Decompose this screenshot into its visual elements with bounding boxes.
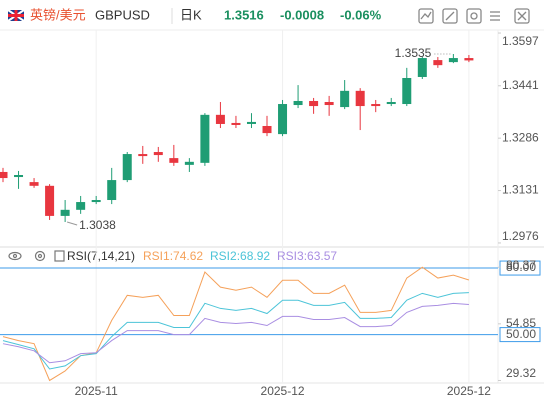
candle-body [355,90,365,107]
candle-body [184,161,194,165]
candle-body [371,104,381,107]
legend-separator: : [170,249,173,263]
eye-icon [12,253,18,259]
symbol: GBPUSD [95,7,150,22]
plot: 1.2976 1.3131 1.3286 1.3441 1.3597 2025-11 202… [0,30,541,398]
eye-icon[interactable] [8,251,22,261]
change-percent: -0.06% [340,7,382,22]
candle-body [293,100,303,106]
indicator-icons [8,250,65,262]
legend-value: 68.92 [240,249,270,263]
candle-body [122,154,132,181]
candle-body [433,60,443,66]
candle-body [262,125,272,134]
x-tick-label: 2025-12 [261,384,305,398]
y-tick-label: 1.3441 [502,78,539,92]
candle-body [76,202,86,210]
tool-icon[interactable] [466,8,482,24]
candle-body [169,158,179,163]
y-tick-label: 1.3131 [502,183,539,197]
legend-value: 63.57 [307,249,337,263]
candle-body [91,200,101,203]
y-tick-label: 80.37 [506,258,536,272]
y-tick-label: 1.3286 [502,130,539,144]
candle-body [107,180,117,201]
candle-body [417,58,427,77]
tool-icon[interactable] [418,8,434,24]
legend-separator: : [237,249,240,263]
candle-body [153,152,163,156]
candle-body [386,101,396,105]
candle-body [278,104,288,135]
candle-body [402,77,412,105]
candle-body [200,114,210,163]
expand-icon[interactable] [514,8,530,24]
reference-label: 80.00 [506,260,536,274]
flag-icon [7,9,25,22]
legend-name: RSI3 [277,249,304,263]
pair-name: 英镑/美元 [30,7,86,22]
legend-entry: RSI3:63.57 [277,249,337,263]
period[interactable]: 日K [180,7,202,22]
rsi-line [2,302,469,364]
y-tick-label: 54.85 [506,316,536,330]
price: 1.3516 [224,7,264,22]
candle-body [324,101,334,106]
y-tick-label: 1.3597 [502,34,539,48]
candle-body [29,182,39,186]
toolbar [418,8,530,24]
y-tick-label: 1.2976 [502,229,539,243]
candle-body [448,58,458,63]
reference-label-box [499,260,541,276]
reference-label-box [499,327,541,343]
reference-label: 50.00 [506,327,536,341]
change: -0.0008 [280,7,324,22]
y-tick-label: 29.32 [506,366,536,380]
legend-entry: RSI1:74.62 [143,249,203,263]
settings-icon [37,253,43,259]
tool-icon[interactable] [490,11,500,21]
legend-name: RSI2 [210,249,237,263]
candle-body [215,114,225,124]
candle-body [464,58,474,61]
legend-value: 74.62 [173,249,203,263]
settings-icon[interactable] [34,250,46,262]
legend-entry: RSI2:68.92 [210,249,270,263]
candle-body [45,185,55,216]
candle-body [340,90,350,108]
legend-name: RSI1 [143,249,170,263]
annotation-leader [66,221,78,226]
candle-body [231,122,241,125]
indicator-title: RSI(7,14,21) [67,249,135,263]
candle-body [60,209,70,216]
max-annotation: 1.3535 [395,46,432,60]
x-tick-label: 2025-12 [447,384,491,398]
x-tick-label: 2025-11 [75,384,118,398]
rsi-line [2,292,469,370]
tool-icon[interactable] [442,8,458,24]
candle-body [309,100,319,107]
candle-body [138,154,148,157]
candle-body [14,175,24,178]
candle-body [0,171,8,179]
candle-body [246,121,256,124]
min-annotation: 1.3038 [79,218,116,232]
indicator-icon [54,250,65,262]
legend-separator: : [304,249,307,263]
